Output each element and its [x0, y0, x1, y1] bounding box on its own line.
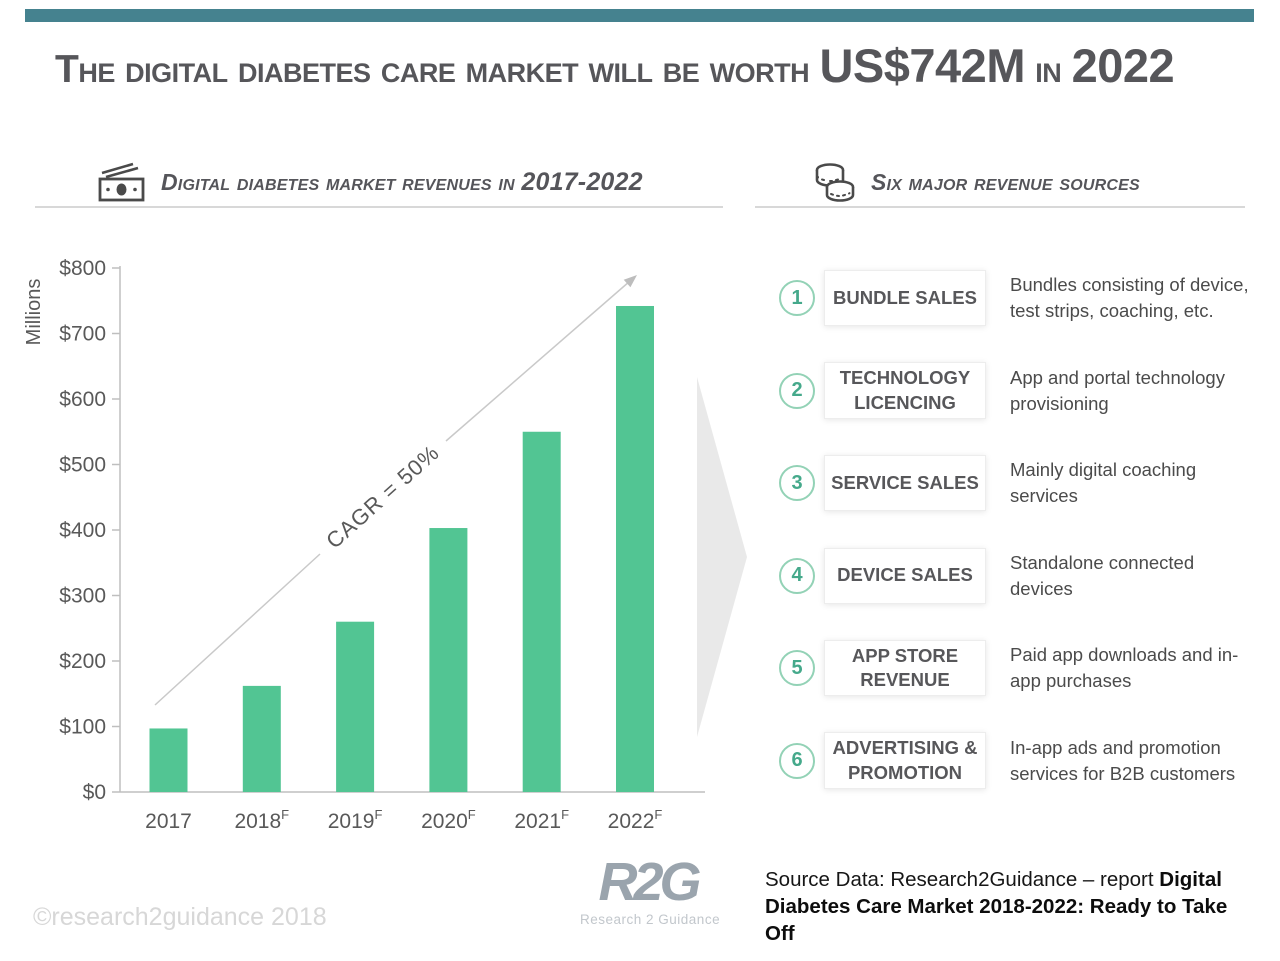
source-description: In-app ads and promotion services for B2… [1010, 736, 1236, 784]
source-number-badge: 1 [779, 280, 815, 316]
source-label-box: DEVICE SALES [824, 547, 986, 604]
page-title: The digital diabetes care market will be… [55, 38, 1255, 93]
r2g-logo: R2G Research 2 Guidance [580, 852, 721, 927]
source-report-title: Digital Diabetes Care Market 2018-2022: … [765, 868, 1228, 945]
sources-section-title: Six major revenue sources [871, 168, 1140, 195]
revenue-source-row-2: 2 TECHNOLOGY LICENCING App and portal tech… [755, 359, 1255, 423]
title-year: 2022 [1071, 39, 1175, 92]
svg-text:$100: $100 [59, 716, 106, 739]
title-mid-text: in [1024, 48, 1072, 91]
source-label-box: TECHNOLOGY LICENCING [824, 362, 986, 419]
revenue-source-row-3: 3 SERVICE SALES Mainly digital coaching se… [755, 451, 1255, 515]
svg-text:Millions: Millions [23, 279, 45, 346]
sources-section-header: Six major revenue sources [755, 158, 1245, 208]
source-description: Standalone connected devices [1010, 551, 1195, 599]
source-description: Paid app downloads and in-app purchases [1010, 644, 1239, 691]
svg-text:$800: $800 [59, 257, 106, 280]
svg-text:$200: $200 [59, 650, 106, 673]
svg-text:$300: $300 [59, 585, 106, 608]
source-number-badge: 5 [779, 650, 815, 686]
svg-text:CAGR = 50%: CAGR = 50% [321, 440, 444, 554]
title-text: The digital diabetes care market will be… [55, 48, 820, 91]
r2g-logo-mark: R2G [598, 852, 701, 912]
revenue-bar-chart: Millions $0 $100 $200 $300 $400 $500 $600 $700 $8… [20, 248, 720, 848]
svg-text:$500: $500 [59, 454, 106, 477]
source-description: Bundles consisting of device, test strip… [1010, 274, 1249, 321]
svg-text:2019F: 2019F [328, 807, 383, 833]
revenue-source-row-1: 1 BUNDLE SALES Bundles consisting of devic… [755, 266, 1255, 330]
svg-text:$0: $0 [83, 781, 106, 804]
source-label-box: SERVICE SALES [824, 455, 986, 511]
source-label-box: BUNDLE SALES [824, 270, 986, 326]
coins-icon [811, 160, 859, 204]
r2g-logo-subtitle: Research 2 Guidance [580, 912, 721, 927]
svg-text:$700: $700 [59, 323, 106, 346]
source-label-box: ADVERTISING & PROMOTION [824, 732, 986, 789]
source-description: App and portal technology provisioning [1010, 366, 1225, 414]
source-number-badge: 4 [779, 557, 815, 594]
revenue-source-row-5: 5 APP STORE REVENUE Paid app downloads and… [755, 636, 1255, 700]
transition-arrow-icon [690, 370, 760, 755]
source-data-text: Source Data: Research2Guidance – report … [765, 868, 1228, 945]
revenue-source-row-4: 4 DEVICE SALES Standalone connected device… [755, 544, 1255, 608]
chart-section-header: Digital diabetes market revenues in 2017… [35, 158, 723, 208]
banknote-icon [95, 161, 149, 203]
chart-section-title: Digital diabetes market revenues in 2017… [161, 167, 643, 196]
revenue-sources-list: 1 BUNDLE SALES Bundles consisting of devic… [755, 248, 1255, 828]
svg-text:2020F: 2020F [421, 807, 476, 833]
source-number-badge: 2 [779, 372, 815, 409]
revenue-source-row-6: 6 ADVERTISING & PROMOTION In-app ads and p… [755, 729, 1255, 793]
svg-text:2021F: 2021F [514, 807, 569, 833]
copyright-text: ©research2guidance 2018 [33, 903, 327, 931]
svg-text:$400: $400 [59, 519, 106, 542]
svg-text:$600: $600 [59, 388, 106, 411]
svg-text:2018F: 2018F [234, 807, 289, 833]
source-description: Mainly digital coaching services [1010, 459, 1197, 506]
source-number-badge: 3 [779, 465, 815, 501]
title-market-value: US$742M [819, 39, 1025, 92]
svg-text:2017: 2017 [145, 810, 192, 833]
top-accent-bar [25, 9, 1254, 22]
svg-text:2022F: 2022F [608, 807, 663, 833]
source-label-box: APP STORE REVENUE [824, 639, 986, 697]
source-number-badge: 6 [779, 742, 815, 779]
